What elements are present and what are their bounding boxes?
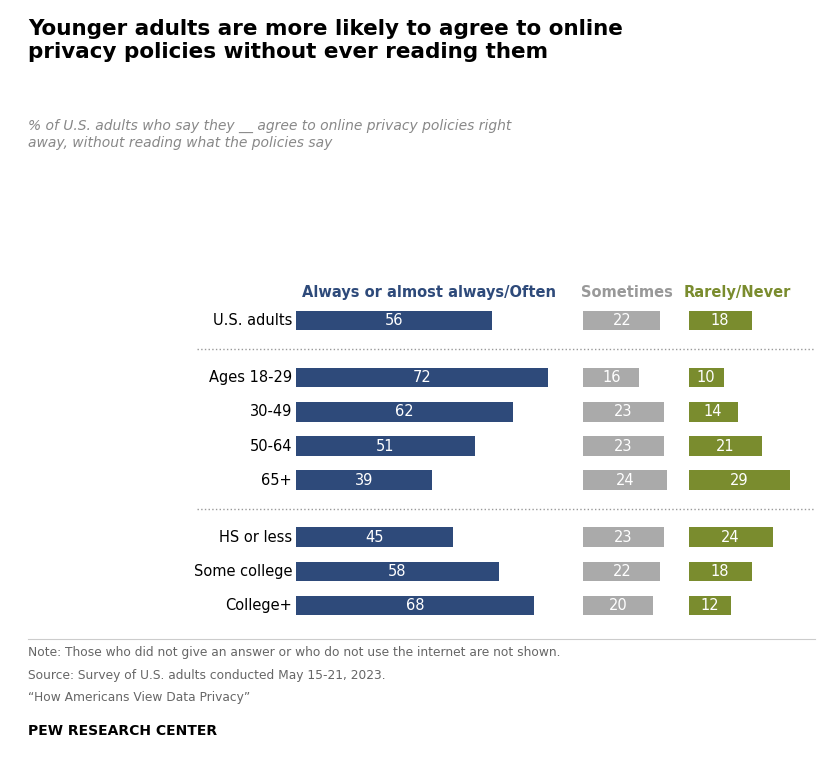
Bar [689, 471, 790, 490]
Text: U.S. adults: U.S. adults [213, 313, 292, 328]
Text: 30-49: 30-49 [249, 404, 292, 419]
Text: 50-64: 50-64 [249, 439, 292, 454]
Bar [296, 562, 499, 581]
Text: Source: Survey of U.S. adults conducted May 15-21, 2023.: Source: Survey of U.S. adults conducted … [28, 668, 386, 681]
Text: 18: 18 [711, 564, 729, 579]
Text: PEW RESEARCH CENTER: PEW RESEARCH CENTER [28, 724, 217, 737]
Bar [689, 596, 731, 616]
Text: 22: 22 [612, 313, 631, 328]
Bar [583, 471, 668, 490]
Bar [296, 311, 492, 331]
Bar [583, 311, 660, 331]
Text: Always or almost always/Often: Always or almost always/Often [302, 285, 556, 299]
Text: 45: 45 [365, 529, 384, 545]
Text: 21: 21 [716, 439, 735, 454]
Bar [296, 471, 433, 490]
Bar [583, 596, 654, 616]
Text: 23: 23 [614, 404, 633, 419]
Text: 14: 14 [704, 404, 722, 419]
Text: HS or less: HS or less [219, 529, 292, 545]
Text: Ages 18-29: Ages 18-29 [209, 370, 292, 385]
Bar [583, 367, 639, 387]
Text: 29: 29 [730, 473, 748, 487]
Text: Rarely/Never: Rarely/Never [684, 285, 791, 299]
Text: 58: 58 [388, 564, 407, 579]
Bar [296, 402, 513, 422]
Bar [296, 436, 475, 456]
Text: 20: 20 [609, 598, 627, 613]
Bar [296, 596, 534, 616]
Text: 23: 23 [614, 529, 633, 545]
Text: 51: 51 [375, 439, 394, 454]
Bar [296, 367, 549, 387]
Bar [296, 527, 454, 547]
Text: 62: 62 [395, 404, 413, 419]
Text: Some college: Some college [193, 564, 292, 579]
Text: “How Americans View Data Privacy”: “How Americans View Data Privacy” [28, 691, 250, 704]
Text: College+: College+ [225, 598, 292, 613]
Bar [583, 562, 660, 581]
Text: Sometimes: Sometimes [581, 285, 673, 299]
Text: 12: 12 [701, 598, 719, 613]
Text: 65+: 65+ [261, 473, 292, 487]
Text: 16: 16 [602, 370, 621, 385]
Text: 10: 10 [696, 370, 716, 385]
Bar [583, 527, 664, 547]
Text: 39: 39 [354, 473, 373, 487]
Text: 22: 22 [612, 564, 631, 579]
Bar [689, 527, 773, 547]
Bar [583, 402, 664, 422]
Bar [689, 436, 762, 456]
Bar [689, 311, 752, 331]
Text: Note: Those who did not give an answer or who do not use the internet are not sh: Note: Those who did not give an answer o… [28, 646, 560, 659]
Bar [689, 402, 738, 422]
Bar [689, 562, 752, 581]
Text: 68: 68 [406, 598, 424, 613]
Bar [689, 367, 723, 387]
Text: 56: 56 [385, 313, 403, 328]
Text: 18: 18 [711, 313, 729, 328]
Text: 23: 23 [614, 439, 633, 454]
Text: 24: 24 [616, 473, 635, 487]
Text: % of U.S. adults who say they __ agree to online privacy policies right
away, wi: % of U.S. adults who say they __ agree t… [28, 118, 511, 150]
Text: 72: 72 [412, 370, 431, 385]
Text: Younger adults are more likely to agree to online
privacy policies without ever : Younger adults are more likely to agree … [28, 19, 622, 63]
Bar [583, 436, 664, 456]
Text: 24: 24 [722, 529, 740, 545]
